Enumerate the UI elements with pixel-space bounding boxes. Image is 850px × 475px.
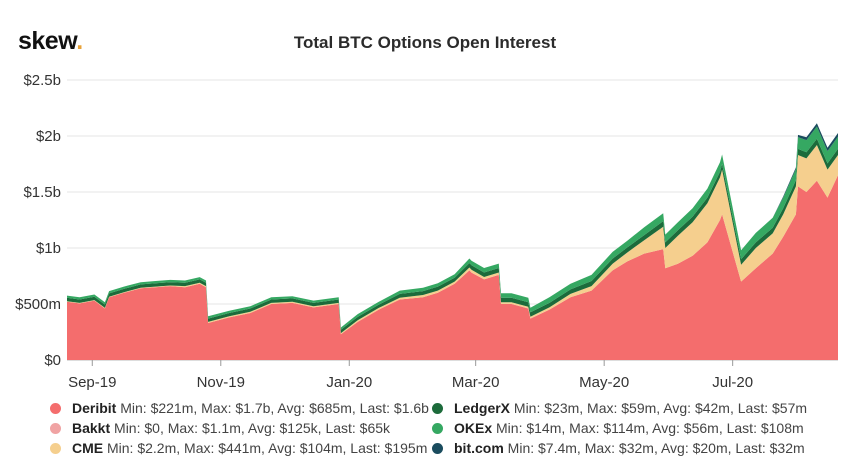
legend-stats: Min: $14m, Max: $114m, Avg: $56m, Last: … [496,420,804,436]
logo-text: skew [18,27,77,55]
legend-stats: Min: $221m, Max: $1.7b, Avg: $685m, Last… [120,400,429,416]
y-tick-label: $0 [44,352,61,369]
x-tick-label: Jan-20 [326,374,372,391]
legend-label: OKEx Min: $14m, Max: $114m, Avg: $56m, L… [454,420,804,436]
y-tick-label: $1.5b [23,184,61,201]
legend-dot [50,403,61,414]
legend-dot [432,403,443,414]
legend-dot [432,423,443,434]
area-deribit[interactable] [67,175,838,360]
x-tick-label: Nov-19 [197,374,245,391]
y-axis-ticks: $0 $500m $1b $1.5b $2b $2.5b [15,72,61,369]
legend-dot [50,423,61,434]
legend-dot [50,443,61,454]
skew-logo: skew. [18,27,83,56]
legend-label: Bakkt Min: $0, Max: $1.1m, Avg: $125k, L… [72,420,391,436]
legend-stats: Min: $0, Max: $1.1m, Avg: $125k, Last: $… [114,420,391,436]
y-tick-label: $1b [36,240,61,257]
x-tick-label: Mar-20 [452,374,500,391]
legend-dot [432,443,443,454]
x-tick-label: Sep-19 [68,374,116,391]
legend-label: Deribit Min: $221m, Max: $1.7b, Avg: $68… [72,400,429,416]
x-tick-label: May-20 [579,374,629,391]
x-axis-ticks: Sep-19 Nov-19 Jan-20 Mar-20 May-20 Jul-20 [68,360,753,391]
legend-stats: Min: $7.4m, Max: $32m, Avg: $20m, Last: … [507,440,805,456]
chart-title: Total BTC Options Open Interest [293,33,557,52]
x-tick-label: Jul-20 [712,374,753,391]
area-cme[interactable] [67,145,838,335]
stacked-areas [67,123,838,360]
legend-stats: Min: $2.2m, Max: $441m, Avg: $104m, Last… [107,440,428,456]
y-tick-label: $2.5b [23,72,61,89]
legend-stats: Min: $23m, Max: $59m, Avg: $42m, Last: $… [513,400,808,416]
legend-label: CME Min: $2.2m, Max: $441m, Avg: $104m, … [72,440,428,456]
legend-label: bit.com Min: $7.4m, Max: $32m, Avg: $20m… [454,440,805,456]
logo-dot: . [76,27,83,55]
y-tick-label: $500m [15,296,61,313]
legend-label: LedgerX Min: $23m, Max: $59m, Avg: $42m,… [454,400,808,416]
y-tick-label: $2b [36,128,61,145]
